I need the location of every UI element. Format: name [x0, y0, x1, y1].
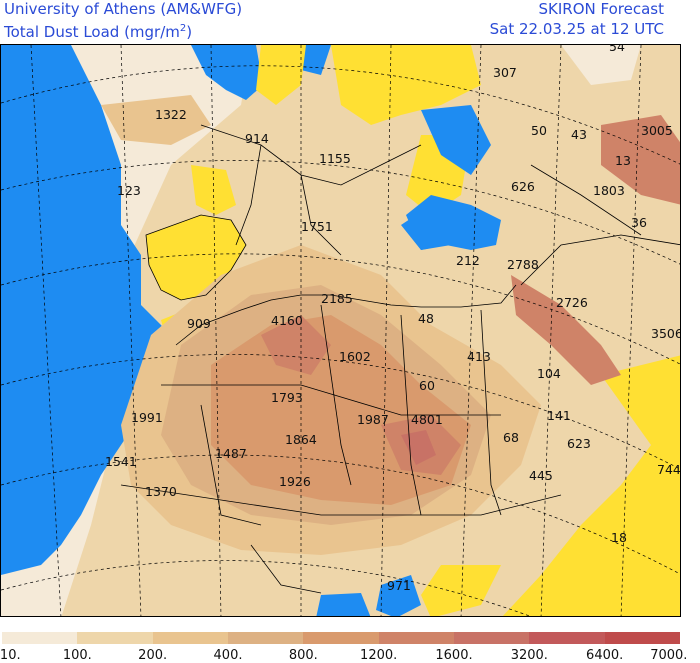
map-value: 626 — [511, 179, 535, 194]
aegean-sea — [406, 195, 501, 250]
map-canvas: 1322 914 1155 307 54 50 43 3005 13 123 6… — [1, 45, 681, 616]
forecast-label: SKIRON Forecast — [538, 0, 664, 18]
map-value: 307 — [493, 65, 517, 80]
black-sea — [421, 105, 491, 175]
map-value: 50 — [531, 123, 547, 138]
map-value: 1793 — [271, 390, 303, 405]
legend-swatch — [227, 632, 304, 644]
north-sea — [191, 45, 263, 100]
map-value: 68 — [503, 430, 519, 445]
map-value: 43 — [571, 127, 587, 142]
lat-lon-grid — [1, 45, 680, 616]
map-value: 60 — [419, 378, 435, 393]
map-value: 3506 — [651, 326, 681, 341]
legend-tick-label: 1600. — [435, 648, 473, 663]
legend-tick-label: 10. — [0, 648, 21, 663]
caspian-haze — [561, 45, 641, 85]
map-value: 623 — [567, 436, 591, 451]
product-unit-exponent: 2 — [179, 23, 187, 34]
legend-swatch — [152, 632, 228, 644]
map-value: 413 — [467, 349, 491, 364]
map-value: 1541 — [105, 454, 137, 469]
map-value: 104 — [537, 366, 561, 381]
map-value: 1322 — [155, 107, 187, 122]
map-value: 1926 — [279, 474, 311, 489]
legend-swatch — [77, 632, 153, 644]
dust-plume-iran — [601, 115, 680, 205]
map-value: 1602 — [339, 349, 371, 364]
map-value: 13 — [615, 153, 631, 168]
map-value: 18 — [611, 530, 627, 545]
arabia-clean-air — [502, 355, 680, 616]
legend-swatch — [303, 632, 379, 644]
map-value: 1987 — [357, 412, 389, 427]
map-value: 3005 — [641, 123, 673, 138]
legend-swatch — [2, 632, 78, 644]
map-value: 4160 — [271, 313, 303, 328]
legend-tick-label: 800. — [288, 648, 318, 663]
org-title: University of Athens (AM&WFG) — [4, 0, 243, 18]
map-value: 141 — [547, 408, 571, 423]
dust-value-labels: 1322 914 1155 307 54 50 43 3005 13 123 6… — [105, 45, 681, 593]
dust-plume-levant — [511, 275, 621, 385]
atlantic-ocean — [1, 45, 176, 575]
map-value: 54 — [609, 45, 625, 54]
map-value: 1803 — [593, 183, 625, 198]
legend-tick-label: 6400. — [586, 648, 624, 663]
map-value: 4801 — [411, 412, 443, 427]
north-europe-clean-air — [331, 45, 481, 125]
product-title: Total Dust Load (mgr/m2) — [4, 20, 192, 41]
denmark-clean-air — [256, 45, 306, 105]
map-value: 914 — [245, 131, 269, 146]
map-value: 1991 — [131, 410, 163, 425]
legend-tick-label: 1200. — [360, 648, 398, 663]
map-value: 2726 — [556, 295, 588, 310]
legend-swatch — [453, 632, 530, 644]
map-value: 1155 — [319, 151, 351, 166]
dust-max-libya — [401, 430, 436, 465]
dust-load-map: 1322 914 1155 307 54 50 43 3005 13 123 6… — [0, 44, 681, 617]
dust-core-algeria — [261, 315, 331, 375]
map-value: 1751 — [301, 219, 333, 234]
legend-tick-label: 400. — [213, 648, 243, 663]
map-value: 971 — [387, 578, 411, 593]
country-borders — [120, 124, 680, 594]
product-title-text: Total Dust Load (mgr/m — [4, 23, 180, 41]
legend-swatch — [529, 632, 605, 644]
map-value: 36 — [631, 215, 647, 230]
map-value: 123 — [117, 183, 141, 198]
map-value: 1370 — [145, 484, 177, 499]
map-value: 2185 — [321, 291, 353, 306]
map-value: 2788 — [507, 257, 539, 272]
legend-swatch — [604, 632, 680, 644]
map-value: 445 — [529, 468, 553, 483]
legend-tick-label: 3200. — [510, 648, 548, 663]
legend-tick-label: 200. — [138, 648, 168, 663]
sahel-clean-air — [421, 565, 501, 616]
legend-color-bar — [2, 632, 680, 644]
map-value: 1864 — [285, 432, 317, 447]
legend-tick-label: 100. — [62, 648, 92, 663]
atlantic-south — [316, 593, 371, 616]
map-value: 744 — [657, 462, 681, 477]
dust-plume-ireland — [101, 95, 211, 145]
mediterranean-dust — [236, 215, 516, 305]
product-title-end: ) — [186, 23, 193, 41]
map-value: 212 — [456, 253, 480, 268]
map-value: 48 — [418, 311, 434, 326]
legend-swatch — [378, 632, 454, 644]
valid-time: Sat 22.03.25 at 12 UTC — [489, 20, 664, 38]
map-value: 909 — [187, 316, 211, 331]
legend-tick-label: 7000. — [650, 648, 688, 663]
gulf-of-guinea — [376, 575, 421, 616]
map-value: 1487 — [215, 446, 247, 461]
